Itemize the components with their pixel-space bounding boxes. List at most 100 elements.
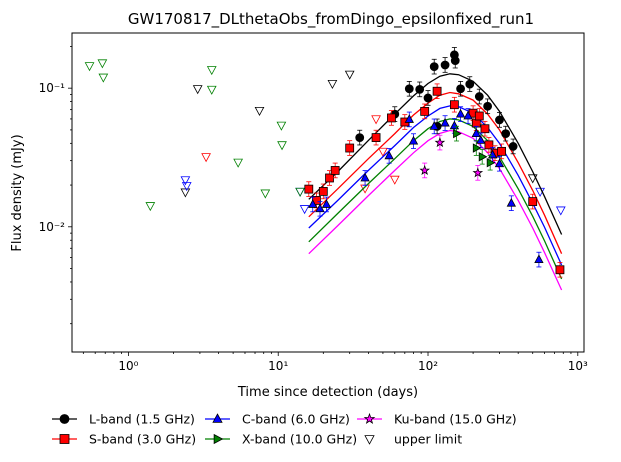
data-point [487,149,498,159]
legend-entry: upper limit [364,432,462,447]
upper-limit-marker [371,115,381,125]
legend-marker [59,434,70,444]
upper-limit-marker [276,121,287,131]
upper-limit-marker [260,189,271,199]
upper-limit-marker [84,62,95,72]
data-point [449,100,459,110]
upper-limit-marker [181,182,192,192]
data-point [404,114,414,123]
legend-label: upper limit [394,432,462,447]
upper-limit-marker [97,59,108,69]
data-point [345,143,355,153]
data-point [453,128,462,139]
upper-limit-marker [233,158,244,168]
legend-entry: S-band (3.0 GHz) [52,432,196,447]
upper-limit-marker [344,70,355,80]
legend-label: S-band (3.0 GHz) [89,432,196,447]
data-point [429,62,439,72]
upper-limit-marker [555,206,566,216]
data-point [476,135,486,144]
legend-label: C-band (6.0 GHz) [242,412,350,427]
upper-limit-marker [98,73,109,83]
data-point [456,84,465,94]
data-point [423,93,433,103]
data-point [494,158,505,168]
data-point [501,129,511,139]
data-point [355,133,365,142]
data-point [478,152,488,162]
data-point [472,167,484,178]
data-point [308,199,318,208]
data-point [508,142,518,151]
legend-marker [59,414,70,424]
plot-area [71,32,585,353]
upper-limit-marker [299,205,310,215]
data-point [449,120,460,130]
upper-limit-marker [378,147,388,157]
legend: L-band (1.5 GHz) S-band (3.0 GHz) C-band (… [52,412,517,447]
data-point [325,173,334,183]
legend-entry: L-band (1.5 GHz) [52,412,195,427]
x-axis-label: Time since detection (days) [237,385,418,400]
x-axis: 10⁰ 10¹ 10² 10³ [82,352,588,373]
data-point [415,84,425,94]
legend-marker [364,435,375,445]
x-tick-label: 10⁰ [118,359,138,373]
data-point [360,172,370,182]
legend-label: L-band (1.5 GHz) [89,412,195,427]
data-point [321,199,332,208]
data-point [440,60,450,70]
data-point [434,137,446,148]
data-point [555,265,565,275]
data-point [528,197,538,206]
data-point [330,166,340,175]
legend-marker [212,413,223,423]
data-point [440,117,450,127]
data-point [429,121,439,130]
model-curve-line [308,73,563,235]
x-tick-label: 10² [418,359,438,373]
data-point [486,158,496,168]
upper-limit-marker [192,85,203,95]
data-point [474,111,484,121]
upper-limit-marker [201,153,211,163]
data-point [483,101,493,111]
upper-limit-marker [295,187,305,197]
data-point [472,143,482,153]
data-point [419,164,430,175]
data-point [463,110,473,120]
y-tick-label: 10⁻² [39,220,66,234]
upper-limit-marker [180,188,191,198]
legend-entry: X-band (10.0 GHz) [205,432,357,447]
model-curve-line [308,91,563,254]
y-axis: 10⁻² 10⁻¹ [39,46,72,325]
data-point [432,86,442,96]
legend-entry: C-band (6.0 GHz) [205,412,350,427]
upper-limit-marker [206,66,217,76]
data-point [387,113,396,123]
data-point [497,146,507,156]
model-curve-line [308,118,563,280]
legend-label: X-band (10.0 GHz) [242,432,357,447]
upper-limit-marker [254,106,265,116]
legend-label: Ku-band (15.0 GHz) [394,412,517,427]
data-point [474,92,484,101]
data-point [534,254,544,263]
chart-title: GW170817_DLthetaObs_fromDingo_epsilonfix… [128,10,534,29]
legend-entry: Ku-band (15.0 GHz) [357,412,517,427]
data-point [371,133,381,142]
data-point [315,203,325,213]
upper-limit-marker [327,79,338,89]
data-point [318,187,328,196]
data-point [420,106,430,116]
y-axis-label: Flux density (mJy) [10,134,25,251]
x-tick-label: 10¹ [268,359,288,373]
data-point [506,197,517,207]
upper-limit-marker [295,187,305,197]
y-tick-label: 10⁻¹ [39,81,66,95]
upper-limit-marker [206,85,217,95]
data-point [408,135,419,145]
data-point [384,150,394,160]
data-point [484,140,494,150]
